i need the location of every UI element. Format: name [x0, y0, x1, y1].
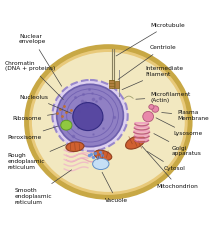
FancyBboxPatch shape	[135, 122, 149, 125]
FancyBboxPatch shape	[134, 134, 150, 137]
Text: Smooth
endoplasmic
reticulum: Smooth endoplasmic reticulum	[15, 170, 72, 204]
Ellipse shape	[32, 52, 185, 192]
FancyBboxPatch shape	[134, 126, 150, 129]
Ellipse shape	[57, 84, 123, 147]
Text: Nucleolus: Nucleolus	[19, 95, 71, 113]
Ellipse shape	[73, 103, 103, 131]
Text: Intermediate
Filament: Intermediate Filament	[122, 66, 183, 90]
Text: Nuclear
envelope: Nuclear envelope	[19, 34, 62, 86]
FancyBboxPatch shape	[133, 130, 150, 133]
Text: Vacuole: Vacuole	[102, 172, 128, 203]
Text: Peroxisome: Peroxisome	[7, 126, 58, 140]
Ellipse shape	[52, 80, 128, 151]
Ellipse shape	[66, 142, 84, 152]
Ellipse shape	[143, 111, 153, 122]
Ellipse shape	[152, 106, 159, 112]
Text: Cytosol: Cytosol	[147, 151, 185, 171]
Ellipse shape	[93, 158, 109, 170]
Bar	[109, 80, 114, 88]
Text: Microtubule: Microtubule	[116, 23, 185, 56]
Text: Plasma
Membrane: Plasma Membrane	[162, 110, 209, 121]
Ellipse shape	[27, 47, 190, 197]
FancyBboxPatch shape	[135, 138, 149, 141]
Bar	[115, 81, 119, 88]
Text: Ribosome: Ribosome	[12, 114, 56, 121]
Ellipse shape	[61, 120, 72, 130]
Text: Mitochondrion: Mitochondrion	[142, 146, 199, 189]
Ellipse shape	[149, 104, 154, 109]
Ellipse shape	[94, 150, 112, 161]
Text: Rough
endoplasmic
reticulum: Rough endoplasmic reticulum	[7, 145, 66, 170]
Text: Lysosome: Lysosome	[156, 118, 202, 136]
Text: Golgi
apparatus: Golgi apparatus	[154, 134, 202, 156]
Text: Microfilament
(Actin): Microfilament (Actin)	[136, 92, 191, 103]
Ellipse shape	[126, 136, 145, 149]
Text: Chromatin
(DNA + proteins): Chromatin (DNA + proteins)	[5, 61, 63, 100]
Text: Centriole: Centriole	[118, 45, 176, 79]
